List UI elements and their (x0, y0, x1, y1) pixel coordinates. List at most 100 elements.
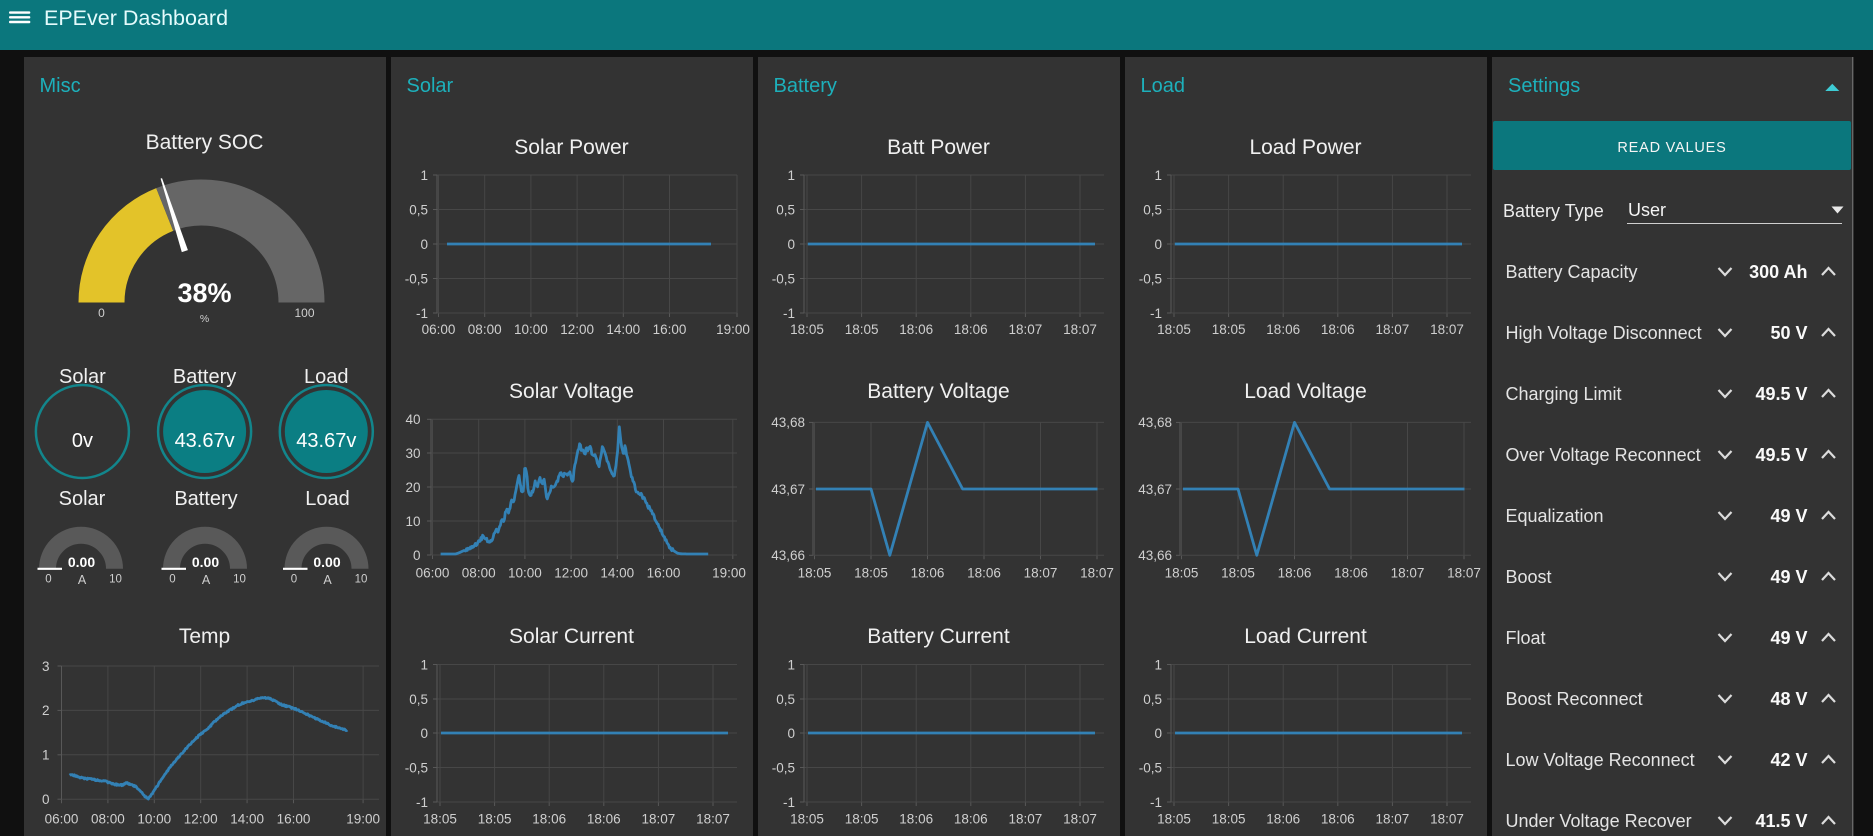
svg-text:18:07: 18:07 (1009, 322, 1043, 337)
svg-text:18:06: 18:06 (1266, 322, 1300, 337)
svg-text:18:07: 18:07 (1063, 812, 1097, 827)
svg-text:12:00: 12:00 (554, 566, 588, 581)
svg-text:-0,5: -0,5 (772, 760, 795, 775)
svg-text:0.00: 0.00 (68, 554, 95, 570)
svg-text:-1: -1 (783, 795, 795, 810)
svg-text:Load Power: Load Power (1249, 136, 1361, 159)
svg-text:Misc: Misc (40, 75, 81, 97)
svg-text:-1: -1 (416, 306, 428, 321)
svg-text:0,5: 0,5 (1143, 692, 1162, 707)
svg-text:18:06: 18:06 (967, 566, 1001, 581)
svg-text:-1: -1 (783, 306, 795, 321)
svg-text:High Voltage Disconnect: High Voltage Disconnect (1506, 323, 1702, 343)
svg-text:0: 0 (98, 306, 105, 320)
svg-text:-0,5: -0,5 (772, 271, 795, 286)
svg-text:Boost: Boost (1506, 567, 1552, 587)
svg-text:Battery Type: Battery Type (1503, 201, 1604, 221)
svg-text:43,67: 43,67 (771, 482, 805, 497)
svg-text:0: 0 (420, 237, 428, 252)
svg-text:Float: Float (1506, 628, 1546, 648)
svg-text:1: 1 (1154, 657, 1162, 672)
svg-text:Load: Load (1141, 75, 1186, 97)
svg-text:Solar Power: Solar Power (514, 136, 628, 159)
svg-text:49 V: 49 V (1770, 628, 1807, 648)
svg-text:41.5 V: 41.5 V (1755, 811, 1807, 831)
svg-text:Battery: Battery (774, 75, 837, 97)
svg-text:10: 10 (233, 574, 246, 586)
svg-text:20: 20 (405, 480, 420, 495)
svg-text:Battery Current: Battery Current (867, 625, 1010, 648)
svg-text:1: 1 (420, 657, 428, 672)
svg-text:Equalization: Equalization (1506, 506, 1604, 526)
svg-text:12:00: 12:00 (184, 812, 218, 827)
svg-text:Battery: Battery (174, 488, 237, 510)
svg-text:18:06: 18:06 (1321, 812, 1355, 827)
svg-text:18:05: 18:05 (845, 812, 879, 827)
svg-text:16:00: 16:00 (277, 812, 311, 827)
svg-text:Solar: Solar (59, 488, 106, 510)
svg-text:A: A (78, 573, 87, 587)
svg-text:User: User (1628, 200, 1666, 220)
svg-text:0,5: 0,5 (409, 692, 428, 707)
svg-text:10:00: 10:00 (514, 322, 548, 337)
svg-text:Batt Power: Batt Power (887, 136, 990, 159)
svg-text:0: 0 (787, 237, 795, 252)
svg-text:30: 30 (405, 446, 420, 461)
svg-text:Solar Voltage: Solar Voltage (509, 380, 634, 403)
svg-text:08:00: 08:00 (462, 566, 496, 581)
svg-text:0: 0 (413, 548, 421, 563)
svg-text:-1: -1 (1150, 306, 1162, 321)
svg-text:0: 0 (420, 726, 428, 741)
svg-text:Under Voltage Recover: Under Voltage Recover (1506, 811, 1692, 831)
svg-text:43.67v: 43.67v (175, 430, 235, 452)
svg-text:-1: -1 (1150, 795, 1162, 810)
svg-text:43,67: 43,67 (1138, 482, 1172, 497)
svg-text:0: 0 (291, 574, 297, 586)
svg-text:18:06: 18:06 (899, 322, 933, 337)
svg-text:12:00: 12:00 (560, 322, 594, 337)
svg-text:18:05: 18:05 (423, 812, 457, 827)
svg-text:Battery Voltage: Battery Voltage (867, 380, 1009, 403)
svg-text:18:07: 18:07 (1430, 322, 1464, 337)
svg-text:0,5: 0,5 (1143, 202, 1162, 217)
svg-text:0: 0 (1154, 237, 1162, 252)
svg-text:10:00: 10:00 (137, 812, 171, 827)
svg-text:0: 0 (42, 792, 50, 807)
svg-text:Solar: Solar (59, 366, 106, 388)
svg-text:43,68: 43,68 (1138, 415, 1172, 430)
svg-text:Solar Current: Solar Current (509, 625, 634, 648)
svg-text:10: 10 (405, 514, 420, 529)
svg-text:0,5: 0,5 (776, 202, 795, 217)
svg-text:0.00: 0.00 (313, 554, 340, 570)
svg-text:49.5 V: 49.5 V (1755, 384, 1807, 404)
svg-text:18:06: 18:06 (1266, 812, 1300, 827)
svg-text:Charging Limit: Charging Limit (1506, 384, 1622, 404)
svg-text:Settings: Settings (1508, 75, 1580, 97)
svg-text:18:06: 18:06 (1321, 322, 1355, 337)
svg-text:18:05: 18:05 (1212, 322, 1246, 337)
svg-text:0: 0 (45, 574, 51, 586)
svg-text:43.67v: 43.67v (296, 430, 356, 452)
svg-text:3: 3 (42, 659, 50, 674)
svg-text:48 V: 48 V (1770, 689, 1807, 709)
svg-text:18:07: 18:07 (642, 812, 676, 827)
svg-text:18:05: 18:05 (790, 322, 824, 337)
svg-text:18:06: 18:06 (899, 812, 933, 827)
svg-text:0: 0 (169, 574, 175, 586)
svg-text:49.5 V: 49.5 V (1755, 445, 1807, 465)
svg-text:10: 10 (355, 574, 368, 586)
svg-text:1: 1 (1154, 168, 1162, 183)
svg-text:18:05: 18:05 (854, 566, 888, 581)
svg-text:0: 0 (1154, 726, 1162, 741)
svg-text:18:06: 18:06 (954, 322, 988, 337)
svg-text:18:07: 18:07 (1430, 812, 1464, 827)
svg-text:43,66: 43,66 (1138, 548, 1172, 563)
svg-text:0v: 0v (72, 430, 93, 452)
svg-text:18:07: 18:07 (1063, 322, 1097, 337)
svg-text:18:07: 18:07 (1376, 322, 1410, 337)
svg-text:0: 0 (787, 726, 795, 741)
svg-text:06:00: 06:00 (416, 566, 450, 581)
svg-text:-0,5: -0,5 (405, 760, 428, 775)
svg-text:10: 10 (109, 574, 122, 586)
svg-text:18:05: 18:05 (1157, 812, 1191, 827)
